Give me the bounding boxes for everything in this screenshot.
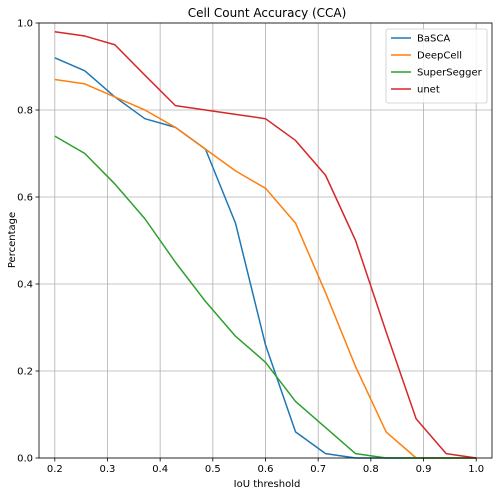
chart-title: Cell Count Accuracy (CCA) (188, 6, 347, 20)
y-tick-label: 1.0 (17, 19, 33, 30)
x-tick-label: 0.3 (100, 464, 116, 475)
y-axis-ticks: 0.0 0.2 0.4 0.6 0.8 1.0 (17, 19, 39, 465)
legend-label-deepcell: DeepCell (417, 51, 462, 62)
legend-label-basca: BaSCA (417, 34, 450, 45)
y-tick-label: 0.8 (17, 106, 33, 117)
series-line-unet (54, 30, 477, 459)
y-axis-label: Percentage (7, 212, 18, 268)
x-tick-label: 1.0 (468, 464, 484, 475)
legend: BaSCA DeepCell SuperSegger unet (385, 28, 488, 104)
x-tick-label: 0.8 (363, 464, 379, 475)
legend-frame (385, 28, 488, 104)
legend-label-unet: unet (417, 85, 440, 96)
x-tick-label: 0.6 (258, 464, 274, 475)
x-tick-label: 0.4 (152, 464, 168, 475)
legend-label-supersegger: SuperSegger (417, 68, 483, 79)
x-tick-label: 0.7 (310, 464, 326, 475)
y-tick-label: 0.0 (17, 454, 33, 465)
y-tick-label: 0.6 (17, 193, 33, 204)
x-tick-label: 0.2 (47, 464, 63, 475)
series-line-deepcell (54, 78, 477, 459)
x-axis-ticks: 0.2 0.3 0.4 0.5 0.6 0.7 0.8 0.9 1.0 (47, 458, 484, 475)
x-tick-label: 0.9 (416, 464, 432, 475)
x-tick-label: 0.5 (205, 464, 221, 475)
x-axis-label: IoU threshold (234, 479, 301, 490)
y-tick-label: 0.2 (17, 367, 33, 378)
y-tick-label: 0.4 (17, 280, 33, 291)
grid (39, 22, 492, 459)
